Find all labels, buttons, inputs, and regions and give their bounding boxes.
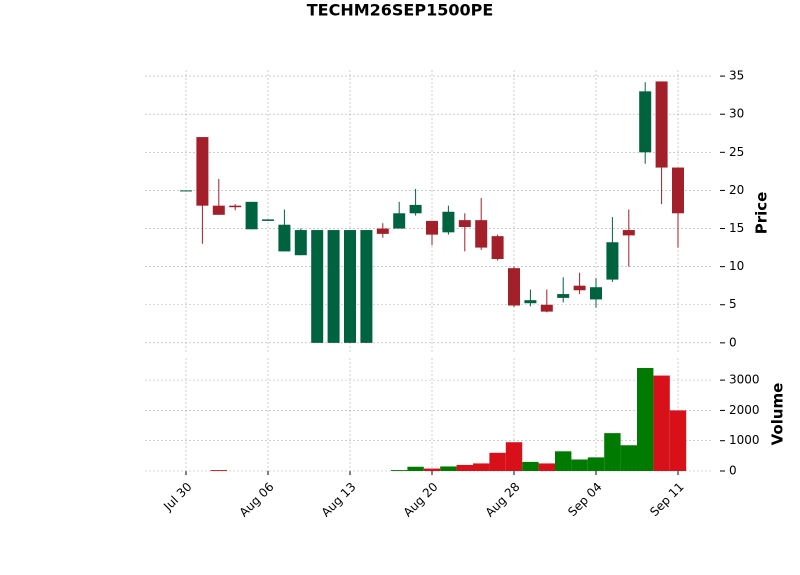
x-tick-label: Aug 13 [319,480,359,520]
y-tick-label: 15 [729,221,744,235]
candle-body [426,220,438,235]
candle-body [294,230,307,256]
candle-body [376,228,389,234]
candle-body [442,211,455,233]
candle-body [590,287,602,300]
x-tick-label: Aug 06 [237,480,277,520]
candle-body [360,230,373,343]
chart-title: TECHM26SEP1500PE [307,1,494,20]
x-tick-label: Sep 11 [647,480,686,519]
candle-body [409,204,422,214]
candle-body [672,167,684,214]
candle-body [540,304,553,312]
candle-body [180,190,192,192]
y2-tick-label: 0 [729,464,737,478]
y-axis-label: Price [753,192,771,235]
candle-body [212,205,225,215]
volume-bar [489,452,506,471]
volume-bar [407,466,424,471]
x-tick-label: Aug 28 [483,480,523,520]
y2-tick-label: 2000 [729,403,760,417]
candle-body [524,300,537,304]
y2-axis-label: Volume [769,383,787,446]
volume-bar [620,445,637,471]
candle-body [344,230,356,343]
x-tick-label: Jul 30 [160,480,194,514]
volume-bar [456,464,473,471]
volume-bar [423,468,441,471]
y-tick-label: 35 [729,69,744,83]
volume-bar [555,451,572,471]
volume-bar [587,457,605,471]
y-tick-label: 20 [729,183,744,197]
volume-bar [637,367,654,471]
candle-body [458,220,471,228]
candle-body [393,213,406,229]
candle-body [655,81,668,168]
candle-body [196,137,209,206]
candle-body [639,91,652,153]
volume-bar [669,410,687,471]
candle-body [311,230,324,343]
y2-tick-label: 3000 [729,373,760,387]
volume-bar [604,433,621,471]
volume-bar [210,470,227,471]
candle-body [606,242,619,280]
candle-body [278,224,291,252]
candle-body [475,220,488,248]
volume-bar [571,459,588,471]
y-tick-label: 10 [729,259,744,273]
candle-body [557,294,570,298]
y2-tick-label: 1000 [729,433,760,447]
candle-body [262,219,274,221]
y-tick-label: 25 [729,145,744,159]
y-tick-label: 5 [729,297,737,311]
volume-bar [505,442,523,471]
x-tick-label: Aug 20 [401,480,441,520]
volume-bar [473,463,490,471]
candle-body [508,268,520,306]
volume-bar [653,375,670,471]
x-tick-label: Sep 04 [565,480,604,519]
candle-body [491,236,504,260]
candle-body [327,230,340,343]
volume-bar [391,470,408,471]
candle-body [573,285,586,291]
volume-bar [440,466,457,471]
candle-body [622,230,635,236]
candle-body [229,205,242,208]
y-tick-label: 30 [729,107,744,121]
y-tick-label: 0 [729,335,737,349]
candle-body [245,201,258,230]
volume-bar [522,461,539,471]
volume-bar [538,463,555,471]
